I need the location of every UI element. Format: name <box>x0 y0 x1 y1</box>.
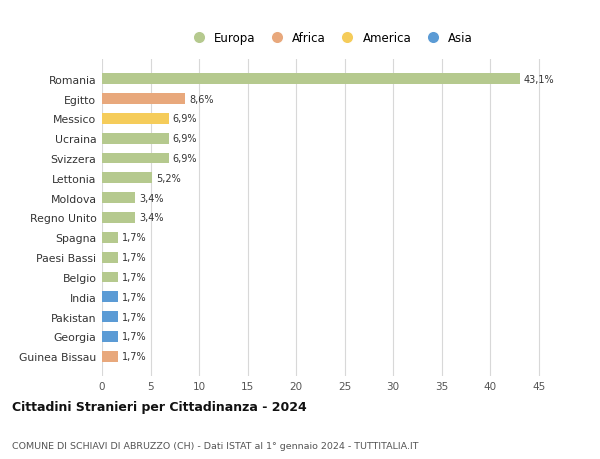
Text: 1,7%: 1,7% <box>122 272 147 282</box>
Bar <box>102 173 152 184</box>
Text: 6,9%: 6,9% <box>173 154 197 164</box>
Bar <box>102 292 118 302</box>
Bar <box>102 232 118 243</box>
Text: 1,7%: 1,7% <box>122 332 147 342</box>
Text: 3,4%: 3,4% <box>139 213 163 223</box>
Text: 6,9%: 6,9% <box>173 134 197 144</box>
Text: 8,6%: 8,6% <box>190 94 214 104</box>
Text: 3,4%: 3,4% <box>139 193 163 203</box>
Text: 1,7%: 1,7% <box>122 233 147 243</box>
Text: 1,7%: 1,7% <box>122 352 147 362</box>
Text: 1,7%: 1,7% <box>122 252 147 263</box>
Bar <box>102 134 169 144</box>
Bar <box>102 272 118 283</box>
Bar <box>102 74 520 85</box>
Text: 5,2%: 5,2% <box>157 174 181 184</box>
Bar <box>102 153 169 164</box>
Text: Cittadini Stranieri per Cittadinanza - 2024: Cittadini Stranieri per Cittadinanza - 2… <box>12 400 307 413</box>
Bar <box>102 114 169 124</box>
Bar <box>102 331 118 342</box>
Bar <box>102 252 118 263</box>
Bar <box>102 193 135 204</box>
Bar <box>102 213 135 224</box>
Text: COMUNE DI SCHIAVI DI ABRUZZO (CH) - Dati ISTAT al 1° gennaio 2024 - TUTTITALIA.I: COMUNE DI SCHIAVI DI ABRUZZO (CH) - Dati… <box>12 441 419 450</box>
Text: 1,7%: 1,7% <box>122 312 147 322</box>
Bar <box>102 312 118 322</box>
Text: 43,1%: 43,1% <box>524 74 554 84</box>
Legend: Europa, Africa, America, Asia: Europa, Africa, America, Asia <box>182 28 478 50</box>
Bar <box>102 94 185 105</box>
Text: 6,9%: 6,9% <box>173 114 197 124</box>
Text: 1,7%: 1,7% <box>122 292 147 302</box>
Bar <box>102 351 118 362</box>
